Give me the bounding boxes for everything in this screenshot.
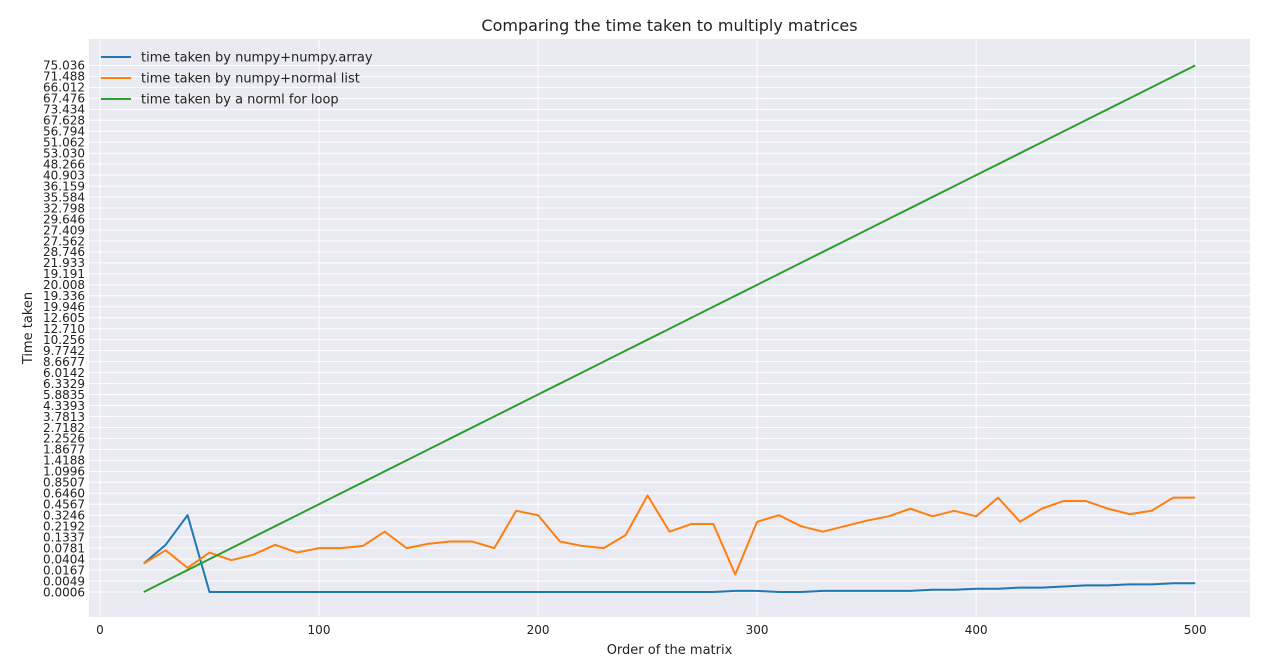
y-tick-label: 12.710	[43, 322, 85, 336]
y-axis-label: Time taken	[21, 292, 36, 365]
y-tick-label: 0.6460	[43, 487, 85, 501]
y-tick-label: 3.7813	[43, 410, 85, 424]
series-line-1	[143, 514, 1196, 593]
y-tick-label: 28.746	[43, 245, 85, 259]
tick-labels: 0 100 200 300 400 500 0.00060.00490.01670.0404…	[43, 59, 1207, 637]
y-tick-label: 2.2526	[43, 432, 85, 446]
x-tick-label: 500	[1184, 623, 1207, 637]
y-tick-label: 29.646	[43, 212, 85, 226]
y-tick-label: 53.030	[43, 147, 85, 161]
y-tick-label: 21.933	[43, 256, 85, 270]
y-tick-label: 5.8835	[43, 388, 85, 402]
series-line-3	[143, 64, 1196, 593]
y-tick-label: 27.409	[43, 223, 85, 237]
y-tick-label: 32.798	[43, 201, 85, 215]
y-tick-label: 0.1337	[43, 530, 85, 544]
x-axis-label: Order of the matrix	[607, 643, 733, 658]
y-tick-label: 1.4188	[43, 454, 85, 468]
y-tick-label: 36.159	[43, 179, 85, 193]
y-tick-label: 1.0996	[43, 465, 85, 479]
y-tick-label: 2.7182	[43, 421, 85, 435]
x-tick-label: 200	[527, 623, 550, 637]
y-tick-label: 67.628	[43, 114, 85, 128]
chart-title: Comparing the time taken to multiply mat…	[481, 16, 857, 35]
y-tick-label: 6.3329	[43, 377, 85, 391]
y-tick-label: 0.2192	[43, 519, 85, 533]
legend: time taken by numpy+numpy.array time take…	[101, 51, 373, 108]
legend-label: time taken by a norml for loop	[141, 93, 339, 108]
y-tick-label: 0.0006	[43, 585, 85, 599]
y-tick-label: 20.008	[43, 278, 85, 292]
y-tick-label: 19.946	[43, 300, 85, 314]
y-tick-label: 71.488	[43, 70, 85, 84]
y-tick-label: 19.191	[43, 267, 85, 281]
legend-label: time taken by numpy+normal list	[141, 72, 360, 87]
y-tick-label: 9.7742	[43, 344, 85, 358]
y-tick-label: 10.256	[43, 333, 85, 347]
y-tick-label: 75.036	[43, 59, 85, 73]
y-tick-label: 0.4567	[43, 498, 85, 512]
y-tick-label: 51.062	[43, 136, 85, 150]
x-tick-label: 400	[965, 623, 988, 637]
series-line-2	[143, 494, 1196, 576]
y-tick-label: 40.903	[43, 168, 85, 182]
y-tick-label: 67.476	[43, 92, 85, 106]
y-tick-label: 0.0049	[43, 574, 85, 588]
y-tick-label: 12.605	[43, 311, 85, 325]
y-tick-label: 0.0167	[43, 563, 85, 577]
y-tick-label: 66.012	[43, 81, 85, 95]
x-tick-label: 0	[96, 623, 104, 637]
y-tick-label: 4.3393	[43, 399, 85, 413]
x-tick-label: 300	[746, 623, 769, 637]
y-tick-label: 73.434	[43, 103, 85, 117]
y-tick-label: 0.0404	[43, 552, 85, 566]
x-tick-label: 100	[308, 623, 331, 637]
legend-label: time taken by numpy+numpy.array	[141, 51, 373, 66]
y-tick-label: 6.0142	[43, 366, 85, 380]
y-tick-label: 19.336	[43, 289, 85, 303]
series-lines	[143, 64, 1196, 593]
y-tick-label: 8.6677	[43, 355, 85, 369]
y-tick-label: 0.8507	[43, 476, 85, 490]
y-tick-label: 48.266	[43, 157, 85, 171]
y-tick-label: 56.794	[43, 125, 85, 139]
y-tick-label: 35.584	[43, 190, 85, 204]
y-tick-label: 0.3246	[43, 509, 85, 523]
y-tick-label: 27.562	[43, 234, 85, 248]
y-tick-label: 1.8677	[43, 443, 85, 457]
y-tick-label: 0.0781	[43, 541, 85, 555]
